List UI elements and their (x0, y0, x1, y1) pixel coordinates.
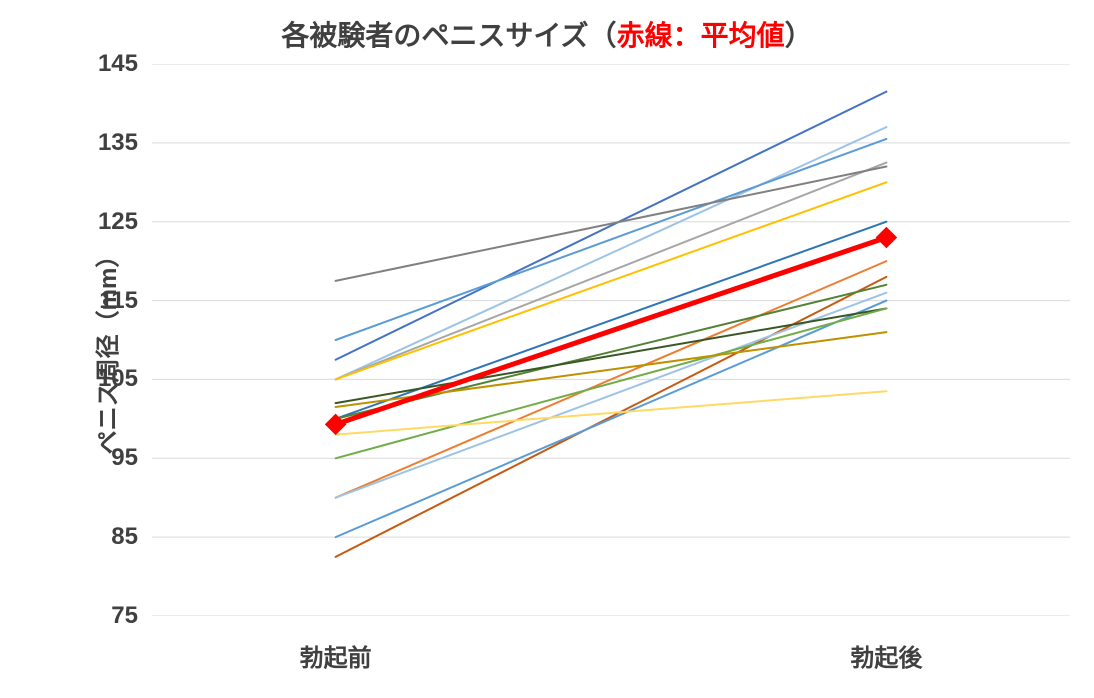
y-tick-label: 85 (111, 523, 138, 551)
title-red: 赤線：平均値 (617, 20, 785, 51)
chart-svg (152, 64, 1070, 616)
title-prefix: 各被験者のペニスサイズ（ (281, 20, 616, 51)
x-tick-label: 勃起前 (300, 638, 372, 673)
x-tick-label: 勃起後 (850, 638, 922, 673)
plot-area: 758595105115125135145勃起前勃起後 (152, 64, 1070, 616)
chart-container: 各被験者のペニスサイズ（赤線：平均値） ペニス周径（mm） 7585951051… (0, 0, 1094, 698)
y-tick-label: 145 (98, 50, 138, 78)
y-tick-label: 75 (111, 602, 138, 630)
title-suffix: ） (785, 20, 813, 51)
y-tick-label: 105 (98, 365, 138, 393)
y-tick-label: 95 (111, 444, 138, 472)
y-axis-label: ペニス周径（mm） (88, 244, 123, 455)
y-tick-label: 125 (98, 208, 138, 236)
chart-title: 各被験者のペニスサイズ（赤線：平均値） (0, 14, 1094, 54)
y-tick-label: 135 (98, 129, 138, 157)
y-tick-label: 115 (99, 287, 138, 315)
